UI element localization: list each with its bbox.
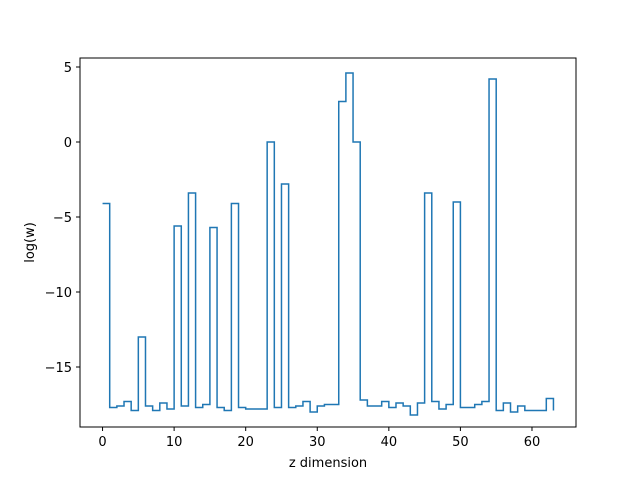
x-tick-label: 60 [524, 435, 541, 450]
x-tick-label: 50 [452, 435, 469, 450]
y-tick-label: −15 [45, 361, 72, 376]
y-axis-label: log(w) [23, 222, 38, 263]
y-axis-ticks: 5 0 −5 −10 −15 [45, 61, 80, 376]
data-series-line [102, 72, 555, 416]
x-tick-label: 40 [381, 435, 398, 450]
x-axis-ticks: 0 10 20 30 40 50 60 [98, 427, 540, 450]
x-tick-label: 0 [98, 435, 106, 450]
y-tick-label: −10 [45, 286, 72, 301]
y-tick-label: 5 [64, 61, 72, 76]
x-tick-label: 20 [237, 435, 254, 450]
y-tick-label: −5 [53, 211, 72, 226]
x-tick-label: 30 [309, 435, 326, 450]
x-axis-label: z dimension [289, 456, 367, 471]
axes-frame [79, 57, 577, 428]
plot-area: 0 10 20 30 40 50 60 50−5−10−15 [45, 57, 577, 450]
y-tick-label: 0 [64, 136, 72, 151]
x-tick-label: 10 [166, 435, 183, 450]
